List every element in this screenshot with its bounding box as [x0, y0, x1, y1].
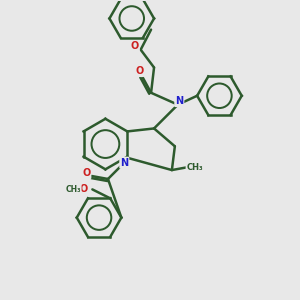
- Text: O: O: [135, 66, 143, 76]
- Text: N: N: [175, 96, 183, 106]
- Text: N: N: [120, 158, 128, 168]
- Text: O: O: [130, 41, 139, 51]
- Text: O: O: [82, 168, 90, 178]
- Text: O: O: [79, 184, 88, 194]
- Text: CH₃: CH₃: [187, 163, 203, 172]
- Text: CH₃: CH₃: [65, 185, 81, 194]
